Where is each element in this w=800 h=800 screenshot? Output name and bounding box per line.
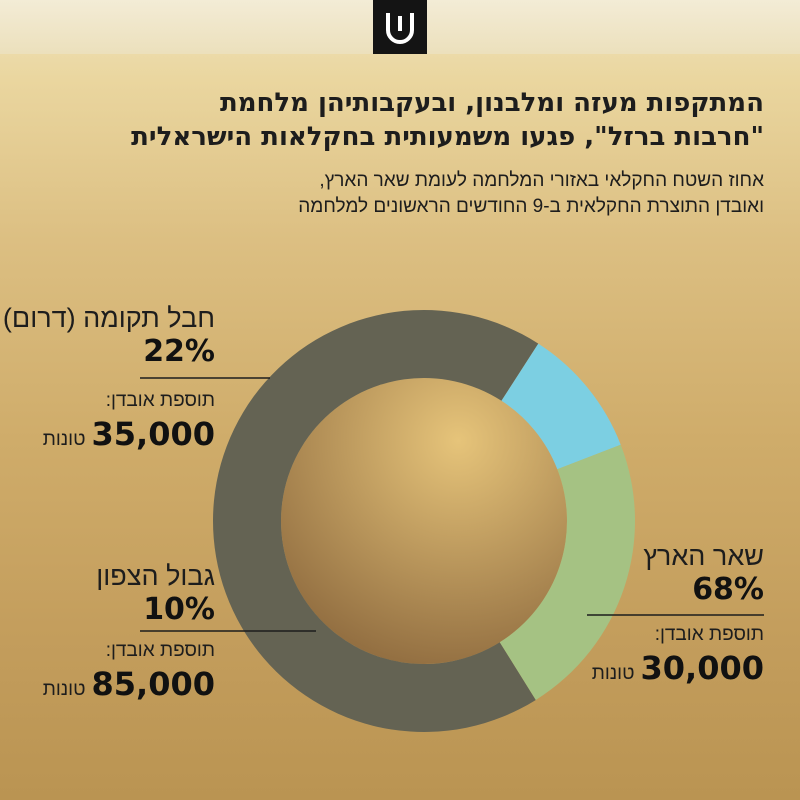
donut-slices xyxy=(213,310,636,732)
chart-subtitle-line-2: ואובדן התוצרת החקלאית ב-9 החודשים הראשונ… xyxy=(298,196,764,217)
loss-label: תוספת אובדן: xyxy=(105,390,215,411)
slice-tkuma-region xyxy=(499,444,636,700)
loss-label: תוספת אובדן: xyxy=(105,640,215,661)
slice-label: חבל תקומה (דרום) xyxy=(2,303,215,333)
chart-title-line-1: המתקפות מעזה ומלבנון, ובעקבותיהן מלחמת xyxy=(219,88,764,118)
loss-line: 30,000טונות xyxy=(592,648,764,694)
chart-title-line-2: "חרבות ברזל", פגעו משמעותית בחקלאות הישר… xyxy=(131,122,764,152)
loss-value: 85,000 xyxy=(91,665,215,703)
donut-center xyxy=(281,378,567,664)
publication-logo xyxy=(373,0,427,54)
chart-title: המתקפות מעזה ומלבנון, ובעקבותיהן מלחמת "… xyxy=(64,86,764,154)
loss-value: 35,000 xyxy=(91,415,215,453)
loss-line: 35,000טונות xyxy=(3,414,215,460)
loss-unit: טונות xyxy=(42,429,86,450)
label-block-rest-of-country: שאר הארץ 68% תוספת אובדן: 30,000טונות xyxy=(592,540,764,694)
chart-subtitle: אחוז השטח החקלאי באזורי המלחמה לעומת שאר… xyxy=(64,168,764,220)
loss-line: 85,000טונות xyxy=(43,664,215,710)
slice-percentage: 22% xyxy=(143,334,215,369)
slice-label: גבול הצפון xyxy=(96,561,215,591)
loss-unit: טונות xyxy=(591,663,635,684)
label-block-tkuma-region: חבל תקומה (דרום) 22% תוספת אובדן: 35,000… xyxy=(3,302,215,460)
slice-northern-border xyxy=(501,343,621,470)
logo-mark-icon xyxy=(386,13,414,44)
label-block-northern-border: גבול הצפון 10% תוספת אובדן: 85,000טונות xyxy=(43,560,215,710)
slice-percentage: 68% xyxy=(692,572,764,607)
slice-rest-of-country xyxy=(213,310,539,732)
chart-subtitle-line-1: אחוז השטח החקלאי באזורי המלחמה לעומת שאר… xyxy=(319,170,764,191)
slice-label: שאר הארץ xyxy=(643,541,764,571)
loss-value: 30,000 xyxy=(640,649,764,687)
loss-label: תוספת אובדן: xyxy=(654,624,764,645)
slice-percentage: 10% xyxy=(143,592,215,627)
loss-unit: טונות xyxy=(42,679,86,700)
